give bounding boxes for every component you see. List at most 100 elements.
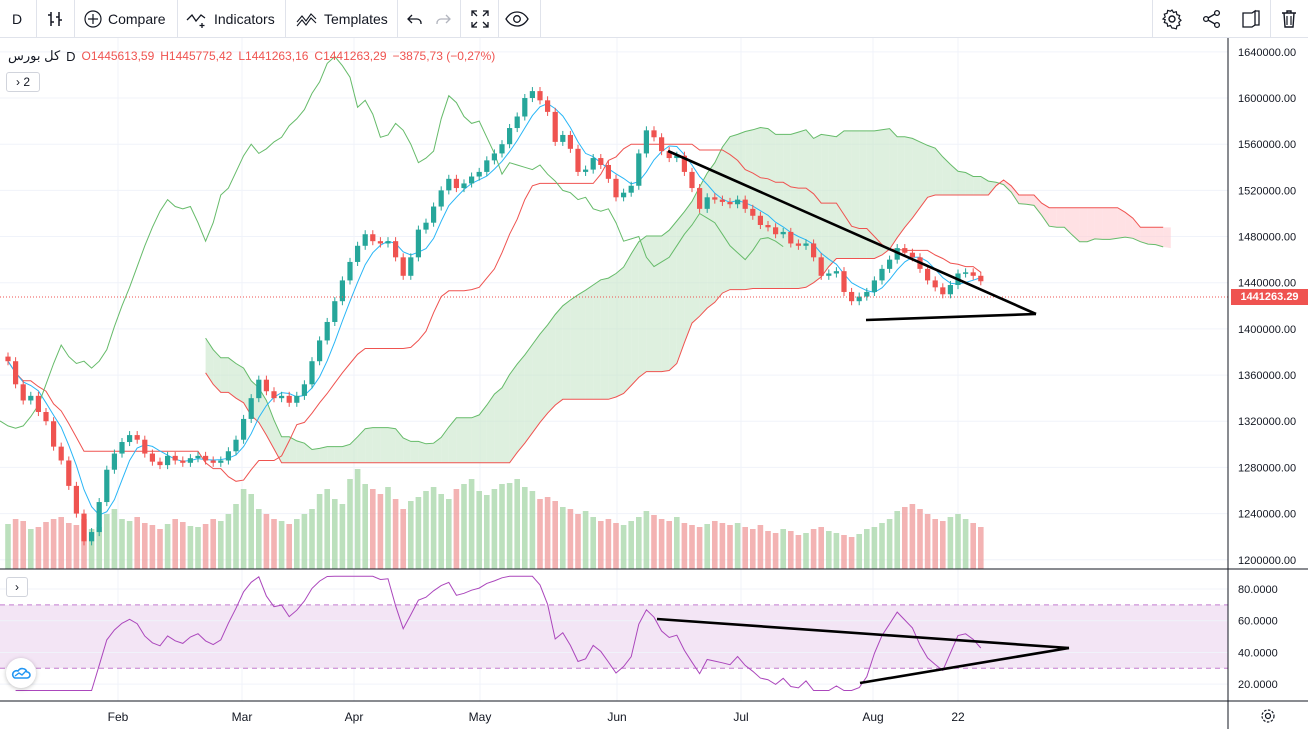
cloud-segment [760, 127, 768, 289]
cloud-segment [403, 437, 411, 463]
cloud-segment [851, 130, 860, 259]
rsi-upper-trendline[interactable] [656, 617, 1070, 650]
candle-body [871, 280, 877, 292]
cloud-segment [296, 440, 305, 463]
price-axis[interactable]: 1640000.00 1600000.00 1560000.00 1520000.00… [1238, 47, 1296, 567]
candle-body [909, 252, 915, 258]
cloud-segment [1018, 194, 1027, 205]
watchlist-eye-button[interactable] [505, 0, 529, 37]
candle-body [537, 91, 543, 101]
interval-label: D [12, 10, 23, 27]
undo-button[interactable] [406, 0, 424, 37]
volume-bar [301, 514, 308, 569]
volume-bar [347, 479, 353, 569]
upper-trendline[interactable] [667, 149, 1037, 316]
volume-bar [438, 494, 444, 569]
candle-body [689, 171, 695, 189]
rsi-axis[interactable]: 80.0000 60.0000 40.0000 20.0000 [1238, 584, 1278, 691]
candle-body [712, 197, 718, 200]
candle-body [393, 241, 399, 258]
volume-bar [552, 501, 558, 569]
cloud-segment [433, 437, 442, 463]
volume-bar [20, 521, 26, 569]
fullscreen-button[interactable] [470, 0, 490, 37]
cloud-segment [950, 164, 958, 195]
snapshot-button[interactable] [1240, 0, 1262, 37]
cloud-segment [410, 441, 419, 463]
toolbar-divider [460, 0, 461, 37]
redo-button[interactable] [434, 0, 452, 37]
volume-bar [833, 533, 840, 569]
volume-bar [955, 514, 961, 569]
axis-settings-gear-icon[interactable] [1261, 709, 1275, 723]
rsi-lower-trendline[interactable] [859, 646, 1070, 685]
triangle-drawing-rsi[interactable] [656, 617, 1070, 685]
chart-canvas[interactable]: 1640000.00 1600000.00 1560000.00 1520000.00… [0, 38, 1308, 729]
candle-body [96, 502, 102, 533]
interval-button[interactable]: D [12, 0, 22, 37]
triangle-drawing-price[interactable] [667, 149, 1037, 322]
cloud-segment [965, 172, 974, 195]
chart-type-button[interactable] [46, 0, 64, 37]
volume-bar [392, 499, 399, 569]
symbol-name[interactable]: کل بورس [8, 48, 61, 63]
volume-bar [309, 509, 315, 569]
candle-body [666, 151, 672, 159]
volume-bar [810, 529, 817, 569]
cloud-segment [334, 446, 343, 463]
candle-body [560, 134, 566, 142]
cloud-segment [479, 405, 487, 463]
candle-body [165, 455, 171, 466]
price-tick-label: 1600000.00 [1238, 93, 1296, 105]
cloud-segment [289, 436, 297, 463]
candle-body [681, 155, 687, 172]
volume-bars [5, 469, 984, 569]
cloud-segment [1079, 207, 1088, 242]
candle-body [461, 183, 467, 189]
cloud-segment [942, 156, 951, 195]
time-axis[interactable]: Feb Mar Apr May Jun Jul Aug 22 [108, 710, 965, 724]
candle-body [347, 261, 353, 281]
settings-button[interactable] [1161, 0, 1183, 37]
expand-indicators-button[interactable]: › 2 [6, 72, 40, 92]
candle-body [469, 176, 475, 184]
volume-bar [111, 509, 118, 569]
cloud-segment [980, 176, 989, 195]
indicators-button[interactable]: Indicators [186, 0, 275, 37]
volume-bar [126, 521, 133, 569]
tradingview-logo[interactable] [6, 658, 36, 688]
lower-trendline[interactable] [865, 312, 1037, 322]
cloud-segment [844, 130, 852, 259]
candle-body [355, 245, 361, 262]
legend-low: L1441263,16 [238, 49, 309, 63]
time-tick-label: Feb [108, 710, 129, 724]
delete-button[interactable] [1280, 0, 1298, 37]
candle-body [818, 257, 824, 276]
cloud-segment [958, 171, 966, 195]
templates-button[interactable]: Templates [296, 0, 388, 37]
candle-body [66, 460, 72, 486]
volume-bar [294, 519, 300, 569]
templates-label: Templates [324, 10, 388, 27]
volume-bar [218, 521, 224, 569]
volume-bar [886, 519, 893, 569]
volume-bar [529, 491, 536, 569]
candle-body [795, 243, 801, 246]
volume-bar [681, 523, 688, 569]
candle-body [43, 412, 49, 422]
cloud-segment [1163, 227, 1171, 249]
share-button[interactable] [1202, 0, 1222, 37]
candle-body [385, 241, 391, 244]
volume-bar [119, 519, 125, 569]
compare-label: Compare [108, 10, 166, 27]
time-tick-label: May [469, 710, 492, 724]
cloud-segment [616, 267, 624, 398]
cloud-segment [904, 136, 913, 228]
toolbar-divider [498, 0, 499, 37]
volume-bar [370, 489, 376, 569]
expand-rsi-legend-button[interactable]: › [6, 577, 28, 597]
compare-button[interactable]: Compare [84, 0, 166, 37]
volume-bar [970, 523, 976, 569]
senkou-span-b-line [205, 179, 1164, 464]
cloud-segment [372, 427, 381, 463]
